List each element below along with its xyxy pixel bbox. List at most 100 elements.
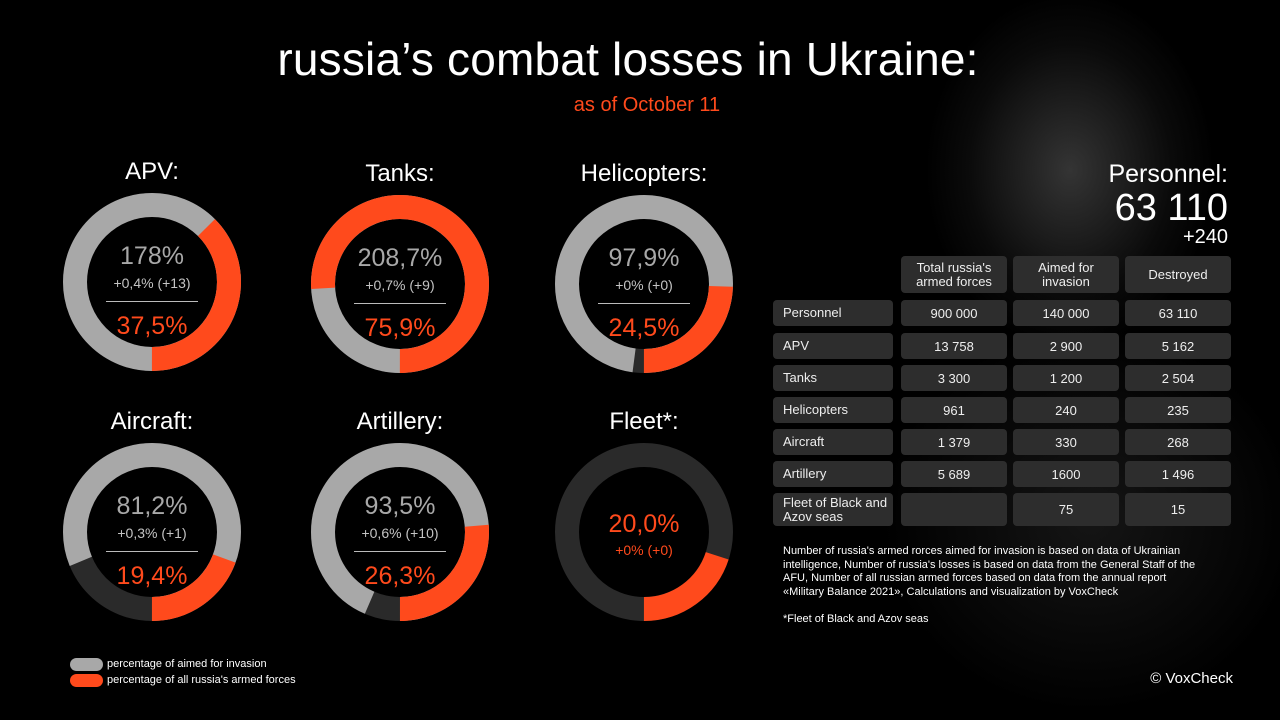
table-cell-total: 961 — [901, 397, 1007, 423]
daily-change: +0,3% (+1) — [117, 525, 187, 541]
donut-values: 81,2% +0,3% (+1) 19,4% — [62, 492, 242, 591]
table-header-text: Aimed for invasion — [1038, 259, 1094, 289]
table-row-label: Helicopters — [773, 397, 893, 423]
table-header-text: Destroyed — [1148, 266, 1208, 282]
donut-ring — [62, 193, 241, 371]
table-cell-total: 3 300 — [901, 365, 1007, 391]
donut-ring — [311, 195, 489, 373]
aimed-percentage: 208,7% — [357, 244, 443, 272]
table-row-label: Aircraft — [773, 429, 893, 455]
donut-values: 20,0% +0% (+0) — [554, 510, 734, 558]
table-cell-aimed: 1600 — [1013, 461, 1119, 487]
page-title: russia’s combat losses in Ukraine: — [277, 33, 979, 85]
donut-values: 178% +0,4% (+13) 37,5% — [62, 242, 242, 341]
table-cell-destroyed-text: 235 — [1167, 402, 1189, 418]
donut-arc-all — [62, 193, 241, 371]
donut-artillery: Artillery: 93,5% +0,6% (+10) 26,3% — [300, 408, 500, 648]
table-cell-destroyed-text: 1 496 — [1161, 466, 1195, 482]
table-cell-aimed: 2 900 — [1013, 333, 1119, 359]
table-row-label-text: Aircraft — [783, 434, 825, 449]
all-forces-percentage: 75,9% — [364, 314, 436, 342]
all-forces-percentage: 24,5% — [608, 314, 680, 342]
table-cell-total: 13 758 — [901, 333, 1007, 359]
table-cell-aimed-text: 75 — [1058, 502, 1074, 517]
table-cell-aimed: 1 200 — [1013, 365, 1119, 391]
donut-arc-all — [555, 443, 733, 621]
table-cell-aimed-text: 1 200 — [1049, 370, 1083, 386]
table-cell-aimed-text: 1600 — [1051, 466, 1081, 482]
page-date: as of October 11 — [573, 94, 721, 116]
legend-item-aimed: percentage of aimed for invasion — [70, 656, 296, 672]
personnel-label: Personnel: — [1108, 160, 1228, 188]
daily-change: +0% (+0) — [615, 542, 673, 558]
donut-apv: APV: 178% +0,4% (+13) 37,5% — [52, 158, 252, 398]
legend-label-all: percentage of all russia's armed forces — [107, 674, 296, 686]
table-header-text: Total russia's armed forces — [916, 259, 992, 289]
table-cell-aimed-text: 240 — [1055, 402, 1077, 418]
table-cell-destroyed: 2 504 — [1125, 365, 1231, 391]
donut-values: 93,5% +0,6% (+10) 26,3% — [310, 492, 490, 591]
table-cell-aimed: 75 — [1013, 493, 1119, 526]
table-row-label-text: Personnel — [783, 305, 842, 320]
table-cell-destroyed-text: 268 — [1167, 434, 1189, 450]
table-cell-aimed: 240 — [1013, 397, 1119, 423]
donut-ring — [555, 443, 733, 621]
table-cell-destroyed: 235 — [1125, 397, 1231, 423]
source-note: Number of russia's armed rorces aimed fo… — [783, 545, 1196, 598]
donut-arc-all — [311, 443, 489, 621]
table-header: Aimed for invasion — [1013, 256, 1119, 293]
copyright: © VoxCheck — [1150, 670, 1233, 687]
aimed-percentage: 93,5% — [364, 492, 436, 520]
table-cell-total-text: 900 000 — [930, 305, 978, 321]
personnel-summary: Personnel: 63 110 +240 — [1108, 160, 1228, 247]
donut-label: APV: — [125, 158, 179, 185]
table-cell-total-text: 961 — [943, 402, 965, 418]
legend-swatch-all — [70, 673, 103, 687]
legend-swatch-aimed — [70, 657, 103, 671]
divider — [354, 551, 446, 552]
aimed-percentage: 178% — [120, 242, 184, 270]
table-cell-total: 1 379 — [901, 429, 1007, 455]
table-row-label: Fleet of Black and Azov seas — [773, 493, 893, 526]
table-cell-destroyed-text: 5 162 — [1161, 338, 1195, 354]
table-row-label: Tanks — [773, 365, 893, 391]
daily-change: +0,7% (+9) — [365, 277, 435, 293]
table-cell-aimed: 140 000 — [1013, 300, 1119, 326]
table-row-label-text: Helicopters — [783, 402, 849, 417]
donut-arc-all — [555, 195, 733, 373]
table-row-label-text: Tanks — [783, 370, 817, 385]
donut-ring — [63, 443, 241, 621]
table-cell-destroyed-text: 2 504 — [1161, 370, 1195, 386]
fleet-footnote: *Fleet of Black and Azov seas — [783, 613, 929, 625]
table-cell-destroyed: 5 162 — [1125, 333, 1231, 359]
table-cell-aimed: 330 — [1013, 429, 1119, 455]
aimed-percentage: 97,9% — [608, 244, 680, 272]
personnel-delta: +240 — [1182, 226, 1228, 248]
donut-aircraft: Aircraft: 81,2% +0,3% (+1) 19,4% — [52, 408, 252, 648]
divider — [598, 303, 690, 304]
donut-fleet: Fleet*: 20,0% +0% (+0) — [544, 408, 744, 648]
table-cell-aimed-text: 140 000 — [1042, 305, 1090, 321]
table-cell-total-text: 1 379 — [937, 434, 971, 450]
table-cell-total: 5 689 — [901, 461, 1007, 487]
donut-label: Fleet*: — [609, 408, 679, 435]
donut-ring — [311, 443, 489, 621]
divider — [106, 551, 198, 552]
donut-label: Artillery: — [356, 408, 444, 435]
daily-change: +0,6% (+10) — [361, 525, 439, 541]
table-row-label: Artillery — [773, 461, 893, 487]
table-cell-destroyed-text: 63 110 — [1158, 305, 1198, 321]
table-cell-aimed-text: 330 — [1055, 434, 1077, 450]
table-row-label-text: Fleet of Black and Azov seas — [783, 494, 888, 524]
donut-values: 97,9% +0% (+0) 24,5% — [554, 244, 734, 343]
donut-helicopters: Helicopters: 97,9% +0% (+0) 24,5% — [544, 160, 744, 400]
daily-change: +0% (+0) — [615, 277, 673, 293]
donut-label: Aircraft: — [110, 408, 194, 435]
table-row-label: APV — [773, 333, 893, 359]
divider — [354, 303, 446, 304]
all-forces-percentage: 19,4% — [116, 562, 188, 590]
table-row-label: Personnel — [773, 300, 893, 326]
table-cell-destroyed: 63 110 — [1125, 300, 1231, 326]
table-cell-total-text: 13 758 — [934, 338, 974, 354]
daily-change: +0,4% (+13) — [113, 275, 191, 291]
